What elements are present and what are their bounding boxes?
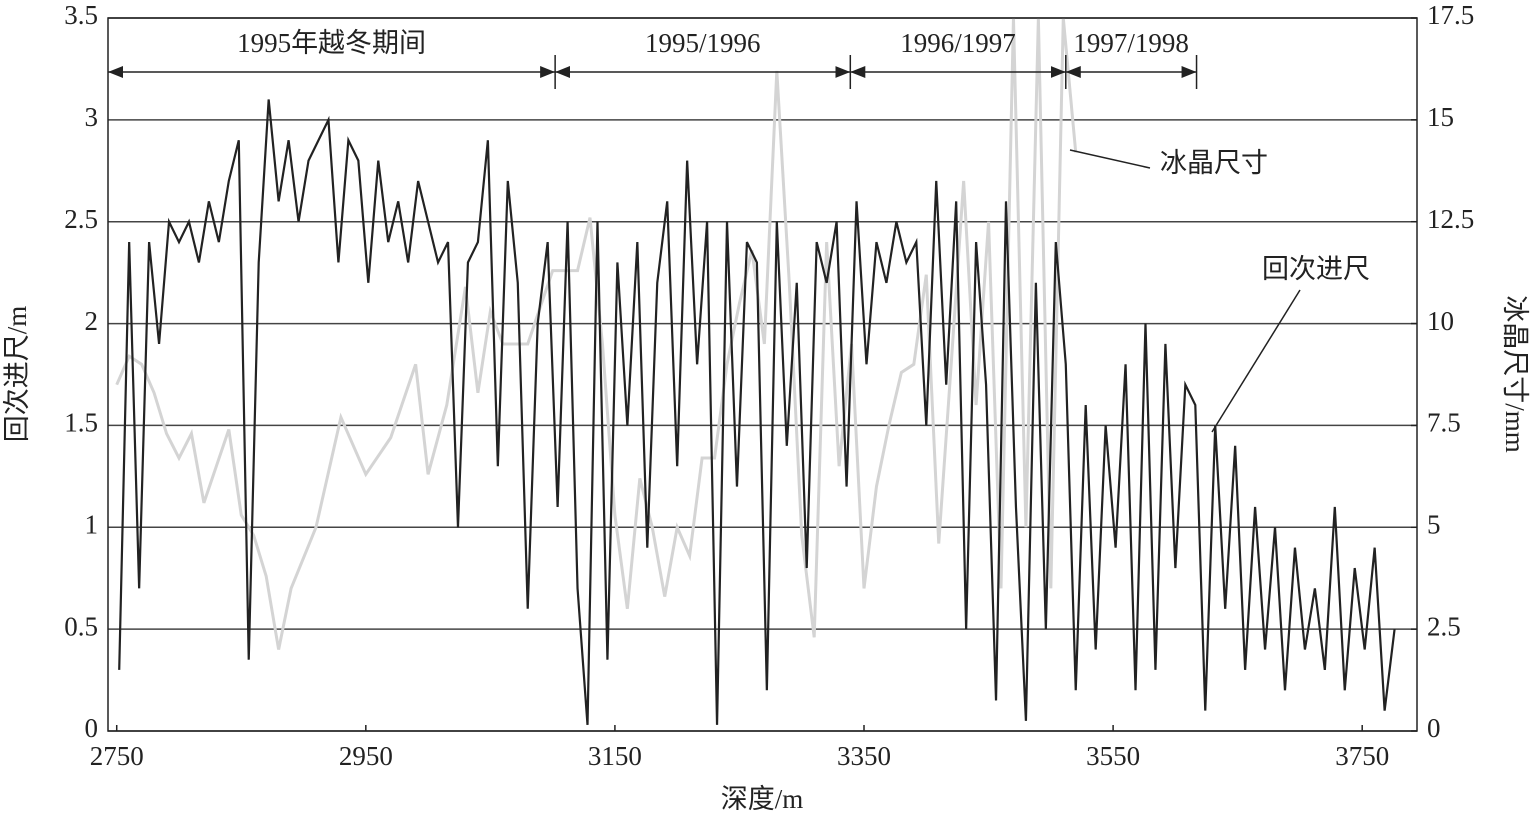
data-line (115, 17, 1078, 650)
series-label: 冰晶尺寸 (1160, 148, 1268, 178)
y-tick-label: 3.5 (64, 0, 98, 30)
y2-tick-label: 2.5 (1427, 611, 1461, 641)
x-tick-label: 2750 (90, 741, 144, 771)
period-label: 1997/1998 (1073, 28, 1189, 58)
y2-axis-label: 冰晶尺寸/mm (1500, 295, 1530, 453)
y2-tick-label: 7.5 (1427, 408, 1461, 438)
x-tick-label: 3750 (1335, 741, 1389, 771)
x-tick-label: 3350 (837, 741, 891, 771)
series-label-leader (1069, 149, 1151, 169)
y2-tick-label: 15 (1427, 102, 1454, 132)
y-tick-label: 1 (85, 509, 99, 539)
period-label: 1996/1997 (900, 28, 1016, 58)
y2-tick-label: 12.5 (1427, 204, 1474, 234)
data-line (118, 99, 1396, 725)
x-axis-label: 深度/m (721, 784, 804, 814)
y2-tick-label: 10 (1427, 306, 1454, 336)
y-tick-label: 0 (85, 713, 99, 743)
series-label-leader (1211, 289, 1301, 433)
y-tick-label: 2.5 (64, 204, 98, 234)
y-tick-label: 1.5 (64, 408, 98, 438)
x-tick-label: 2950 (339, 741, 393, 771)
period-label: 1995年越冬期间 (237, 28, 426, 58)
x-tick-label: 3550 (1086, 741, 1140, 771)
y-axis-label: 回次进尺/m (2, 306, 32, 443)
y-tick-label: 3 (85, 102, 99, 132)
y2-tick-label: 0 (1427, 713, 1441, 743)
plot-frame (107, 17, 1418, 732)
y2-tick-label: 5 (1427, 509, 1441, 539)
y-tick-label: 2 (85, 306, 99, 336)
y2-tick-label: 17.5 (1427, 0, 1474, 30)
y-tick-label: 0.5 (64, 611, 98, 641)
x-tick-label: 3150 (588, 741, 642, 771)
series-label: 回次进尺 (1262, 254, 1370, 284)
period-label: 1995/1996 (645, 28, 761, 58)
